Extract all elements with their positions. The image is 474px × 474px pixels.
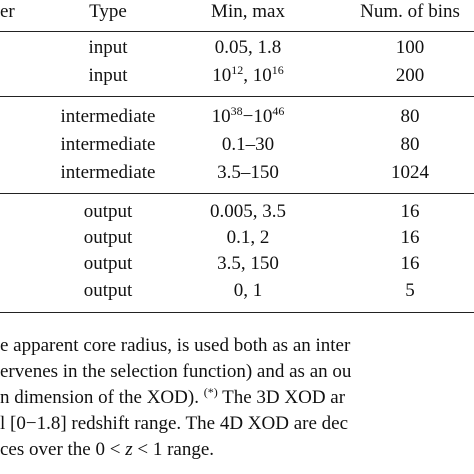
text-part: n dimension of the XOD).: [0, 387, 204, 408]
type-cell: intermediate: [60, 106, 156, 127]
superscript: 16: [271, 63, 284, 77]
footnote-line: n dimension of the XOD). (*) The 3D XOD …: [0, 385, 346, 408]
text-part: The 3D XOD ar: [217, 387, 346, 408]
bins-cell: 1024: [391, 162, 429, 183]
bins-cell: 16: [400, 253, 420, 274]
footnote-line: e apparent core radius, is used both as …: [0, 336, 350, 356]
text-part: l [0−1.8] redshift range. The 4D XOD are…: [0, 413, 349, 434]
header-cell: Min, max: [211, 1, 285, 22]
bins-cell: 100: [395, 37, 425, 58]
type-cell: input: [88, 37, 128, 58]
text-part: 0.1–30: [221, 134, 275, 155]
text-part: e apparent core radius, is used both as …: [0, 335, 351, 356]
footnote-line: ces over the 0 < z < 1 range.: [0, 440, 214, 460]
footnote-line: l [0−1.8] redshift range. The 4D XOD are…: [0, 414, 348, 434]
text-part: 10: [211, 106, 231, 127]
rule: [0, 31, 474, 32]
min-max-cell: 1012, 1016: [212, 63, 284, 86]
min-max-cell: 1038−1046: [211, 104, 285, 127]
text-part: ervenes in the selection function) and a…: [0, 361, 352, 382]
header-cell: Num. of bins: [360, 1, 460, 22]
header-cell: er: [0, 1, 15, 22]
type-cell: input: [88, 65, 128, 86]
text-part: −10: [242, 106, 273, 127]
bins-cell: 16: [400, 227, 420, 248]
text-part: 3.5–150: [217, 162, 279, 183]
superscript: 46: [272, 104, 285, 118]
superscript: 38: [230, 104, 243, 118]
text-part: 3.5, 150: [217, 253, 279, 274]
text-part: z: [125, 439, 133, 460]
bins-cell: 80: [400, 106, 420, 127]
text-part: 10: [212, 65, 232, 86]
superscript: (*): [203, 385, 218, 399]
type-cell: output: [83, 227, 133, 248]
type-cell: intermediate: [60, 134, 156, 155]
min-max-cell: 0.1–30: [222, 135, 274, 155]
rule: [0, 312, 474, 313]
min-max-cell: 3.5, 150: [217, 254, 279, 274]
type-cell: output: [83, 280, 133, 301]
rule: [0, 96, 474, 97]
min-max-cell: 0, 1: [234, 281, 263, 301]
text-part: 0.05, 1.8: [214, 37, 282, 58]
text-part: ces over the 0 <: [0, 439, 126, 460]
min-max-cell: 0.005, 3.5: [210, 202, 286, 222]
type-cell: output: [83, 253, 133, 274]
type-cell: intermediate: [60, 162, 156, 183]
min-max-cell: 3.5–150: [217, 163, 279, 183]
superscript: 12: [231, 63, 244, 77]
text-part: 0, 1: [233, 280, 263, 301]
footnote-line: ervenes in the selection function) and a…: [0, 362, 351, 382]
text-part: 0.005, 3.5: [210, 201, 286, 222]
text-part: < 1 range.: [132, 439, 215, 460]
bins-cell: 200: [395, 65, 425, 86]
min-max-cell: 0.05, 1.8: [215, 38, 282, 58]
bins-cell: 5: [405, 280, 415, 301]
bins-cell: 80: [400, 134, 420, 155]
text-part: , 10: [243, 65, 272, 86]
type-cell: output: [83, 201, 133, 222]
rule: [0, 193, 474, 194]
header-cell: Type: [89, 1, 127, 22]
min-max-cell: 0.1, 2: [227, 228, 270, 248]
bins-cell: 16: [400, 201, 420, 222]
text-part: 0.1, 2: [226, 227, 270, 248]
